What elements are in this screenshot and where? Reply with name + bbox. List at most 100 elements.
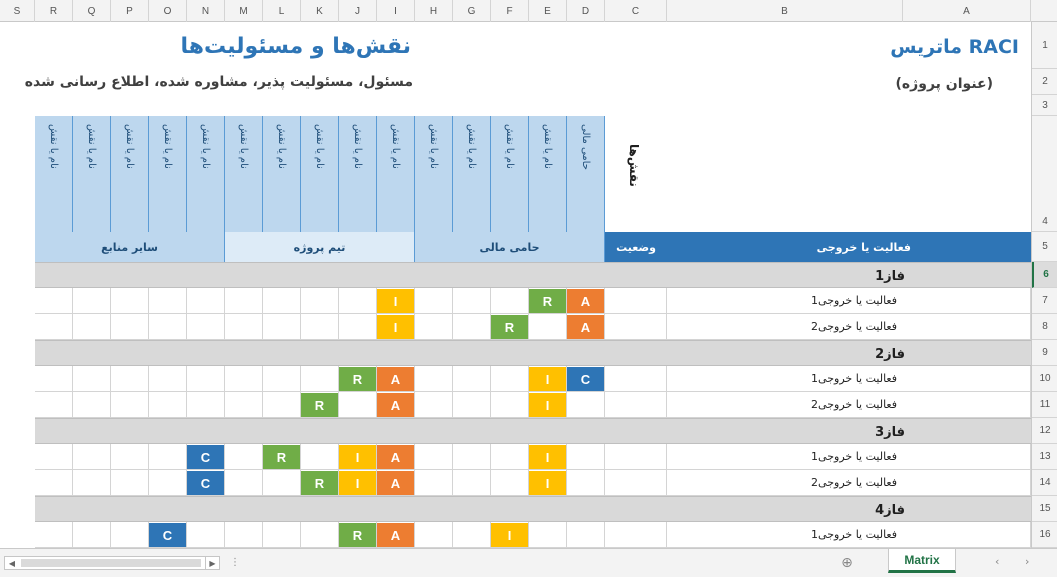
column-header-h[interactable]: H (415, 0, 453, 22)
raci-c-mark[interactable]: C (149, 523, 186, 547)
grid-cell[interactable] (263, 288, 301, 314)
scrollbar-thumb[interactable] (21, 559, 201, 567)
grid-cell[interactable] (73, 366, 111, 392)
column-header-j[interactable]: J (339, 0, 377, 22)
grid-cell[interactable] (415, 392, 453, 418)
grid-cell[interactable] (73, 470, 111, 496)
grid-cell[interactable] (415, 444, 453, 470)
grid-cell[interactable] (567, 288, 605, 314)
role-column[interactable]: نام یا نقش (339, 116, 377, 232)
grid-cell[interactable] (225, 288, 263, 314)
role-column[interactable]: نام یا نقش (453, 116, 491, 232)
grid-cell[interactable] (35, 392, 73, 418)
grid-cell[interactable] (567, 366, 605, 392)
grid-cell[interactable] (605, 288, 667, 314)
grid-cell[interactable] (301, 522, 339, 548)
grid-cell[interactable] (339, 522, 377, 548)
row-header-11[interactable]: 11 (1032, 392, 1057, 418)
role-column[interactable]: نام یا نقش (35, 116, 73, 232)
grid-cell[interactable] (453, 366, 491, 392)
role-column[interactable]: حامی مالی (567, 116, 605, 232)
grid-cell[interactable] (491, 392, 529, 418)
row-header-1[interactable]: 1 (1032, 22, 1057, 69)
role-column[interactable]: نام یا نقش (225, 116, 263, 232)
grid-cell[interactable] (111, 470, 149, 496)
grid-cell[interactable] (187, 470, 225, 496)
grid-cell[interactable] (73, 314, 111, 340)
row-header-13[interactable]: 13 (1032, 444, 1057, 470)
row-header-5[interactable]: 5 (1032, 232, 1057, 262)
grid-cell[interactable] (903, 522, 1031, 548)
grid-cell[interactable] (491, 522, 529, 548)
column-header-c[interactable]: C (605, 0, 667, 22)
column-header-e[interactable]: E (529, 0, 567, 22)
grid-cell[interactable] (377, 522, 415, 548)
raci-c-mark[interactable]: C (567, 367, 604, 391)
grid-cell[interactable] (35, 288, 73, 314)
row-header-10[interactable]: 10 (1032, 366, 1057, 392)
raci-a-mark[interactable]: A (377, 367, 414, 391)
grid-cell[interactable] (35, 444, 73, 470)
tab-prev-icon[interactable]: ‹ (995, 555, 1000, 568)
grid-cell[interactable] (35, 522, 73, 548)
raci-c-mark[interactable]: C (187, 445, 224, 469)
scroll-left-icon[interactable]: ◀ (8, 558, 16, 568)
grid-cell[interactable] (567, 392, 605, 418)
grid-cell[interactable] (339, 444, 377, 470)
grid-cell[interactable] (339, 470, 377, 496)
grid-cell[interactable] (491, 288, 529, 314)
tab-matrix[interactable]: Matrix (888, 549, 956, 573)
grid-cell[interactable] (301, 314, 339, 340)
raci-a-mark[interactable]: A (377, 523, 414, 547)
raci-a-mark[interactable]: A (377, 393, 414, 417)
grid-cell[interactable] (225, 392, 263, 418)
grid-cell[interactable] (529, 314, 567, 340)
grid-cell[interactable] (567, 522, 605, 548)
grid-cell[interactable] (301, 366, 339, 392)
raci-r-mark[interactable]: R (301, 393, 338, 417)
grid-cell[interactable] (377, 314, 415, 340)
grid-cell[interactable] (903, 444, 1031, 470)
grid-cell[interactable] (529, 522, 567, 548)
grid-cell[interactable] (339, 288, 377, 314)
row-header-7[interactable]: 7 (1032, 288, 1057, 314)
row-header-16[interactable]: 16 (1032, 522, 1057, 548)
grid-cell[interactable] (415, 522, 453, 548)
raci-i-mark[interactable]: I (377, 289, 414, 313)
grid-cell[interactable] (339, 366, 377, 392)
role-column[interactable]: نام یا نقش (529, 116, 567, 232)
grid-cell[interactable] (415, 288, 453, 314)
phase-row[interactable]: فاز4 (35, 496, 1031, 522)
grid-cell[interactable] (453, 392, 491, 418)
column-header-f[interactable]: F (491, 0, 529, 22)
role-column[interactable]: نام یا نقش (301, 116, 339, 232)
add-sheet-icon[interactable]: ⊕ (841, 555, 853, 571)
grid-cell[interactable] (567, 470, 605, 496)
grid-cell[interactable] (301, 470, 339, 496)
scroll-right-icon[interactable]: ▶ (205, 557, 219, 569)
grid-cell[interactable] (111, 392, 149, 418)
grid-cell[interactable] (263, 314, 301, 340)
grid-cell[interactable] (263, 470, 301, 496)
grid-cell[interactable] (225, 444, 263, 470)
column-header-b[interactable]: B (667, 0, 903, 22)
grid-cell[interactable] (491, 314, 529, 340)
activity-cell[interactable]: فعالیت یا خروجی1 (667, 288, 903, 314)
grid-cell[interactable] (903, 288, 1031, 314)
row-header-14[interactable]: 14 (1032, 470, 1057, 496)
grid-cell[interactable] (567, 444, 605, 470)
grid-cell[interactable] (415, 314, 453, 340)
role-column[interactable]: نام یا نقش (263, 116, 301, 232)
grid-cell[interactable] (187, 288, 225, 314)
raci-i-mark[interactable]: I (529, 393, 566, 417)
activity-cell[interactable]: فعالیت یا خروجی2 (667, 392, 903, 418)
grid-cell[interactable] (453, 470, 491, 496)
column-header-l[interactable]: L (263, 0, 301, 22)
grid-cell[interactable] (301, 392, 339, 418)
group-other-resources[interactable]: سایر منابع (35, 232, 225, 262)
row-header-3[interactable]: 3 (1032, 95, 1057, 116)
row-header-8[interactable]: 8 (1032, 314, 1057, 340)
activity-cell[interactable]: فعالیت یا خروجی1 (667, 522, 903, 548)
grid-cell[interactable] (111, 444, 149, 470)
grid-cell[interactable] (73, 392, 111, 418)
